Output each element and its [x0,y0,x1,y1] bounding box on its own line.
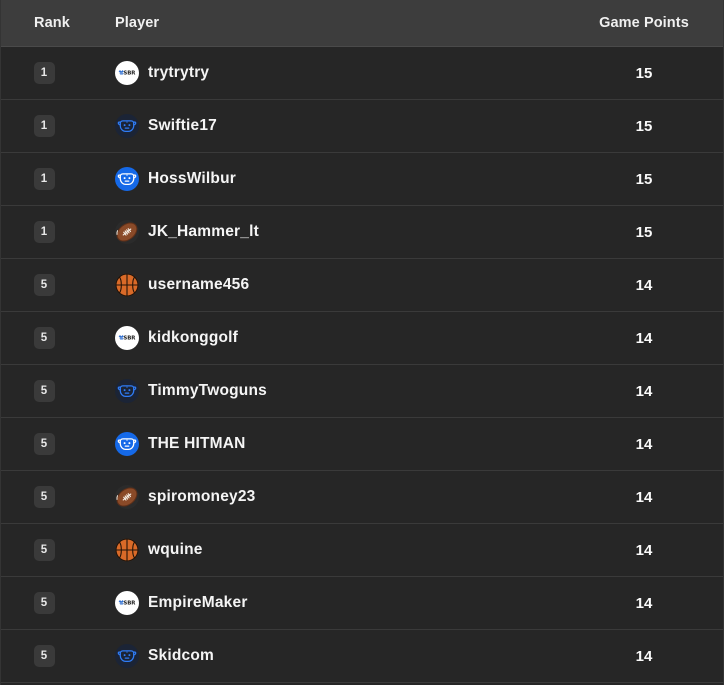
game-points-cell: 14 [635,329,653,347]
player-name[interactable]: wquine [148,541,203,558]
column-header-player: Player [115,15,160,31]
game-points-cell: 14 [635,488,653,506]
svg-text:SBR: SBR [123,335,136,341]
rank-cell: 1 [1,168,101,190]
rank-badge: 5 [33,645,55,667]
rank-badge: 1 [33,115,55,137]
rank-badge: 5 [33,274,55,296]
sbr-logo-icon: SBR [115,61,139,85]
game-points-cell: 15 [635,117,653,135]
player-cell: SBR EmpireMaker [101,591,573,615]
rank-cell: 5 [1,380,101,402]
rank-badge: 5 [33,380,55,402]
player-cell: HossWilbur [101,167,573,191]
rank-badge: 5 [33,486,55,508]
game-points-cell: 14 [635,435,653,453]
rank-badge: 1 [33,221,55,243]
rank-badge: 5 [33,433,55,455]
basketball-icon [115,273,139,297]
player-cell: SBR kidkonggolf [101,326,573,350]
rank-badge: 5 [33,327,55,349]
game-points-cell: 14 [635,382,653,400]
player-name[interactable]: Swiftie17 [148,117,217,134]
player-cell: wquine [101,538,573,562]
player-cell: username456 [101,273,573,297]
bull-dark-icon [115,379,139,403]
player-cell: Skidcom [101,644,573,668]
table-row[interactable]: 1 JK_Hammer_lt 15 [1,206,723,259]
player-name[interactable]: trytrytry [148,64,210,81]
table-row[interactable]: 5 SBR EmpireMaker 14 [1,577,723,630]
svg-text:SBR: SBR [123,600,136,606]
rank-cell: 5 [1,433,101,455]
rank-cell: 5 [1,274,101,296]
player-name[interactable]: JK_Hammer_lt [148,223,259,240]
table-row[interactable]: 1 Swiftie17 15 [1,100,723,153]
rank-cell: 1 [1,62,101,84]
game-points-cell: 14 [635,647,653,665]
table-row[interactable]: 5 TimmyTwoguns 14 [1,365,723,418]
bull-dark-icon [115,644,139,668]
game-points-cell: 14 [635,276,653,294]
player-name[interactable]: spiromoney23 [148,488,256,505]
column-header-game-points: Game Points [599,15,689,31]
table-row[interactable]: 5 username456 14 [1,259,723,312]
rank-cell: 1 [1,115,101,137]
game-points-cell: 14 [635,541,653,559]
rank-cell: 5 [1,592,101,614]
table-row[interactable]: 5 Skidcom 14 [1,630,723,683]
football-icon [115,485,139,509]
player-cell: JK_Hammer_lt [101,220,573,244]
rank-cell: 5 [1,486,101,508]
game-points-cell: 14 [635,594,653,612]
rank-cell: 5 [1,645,101,667]
bull-dark-icon [115,114,139,138]
player-name[interactable]: THE HITMAN [148,435,246,452]
player-cell: SBR trytrytry [101,61,573,85]
column-header-rank: Rank [34,15,70,31]
table-row[interactable]: 5 wquine 14 [1,524,723,577]
player-name[interactable]: HossWilbur [148,170,236,187]
player-name[interactable]: kidkonggolf [148,329,239,346]
table-row[interactable]: 5 SBR kidkonggolf 14 [1,312,723,365]
sbr-logo-icon: SBR [115,591,139,615]
table-row[interactable]: 5 THE HITMAN 14 [1,418,723,471]
table-row[interactable]: 1 SBR trytrytry 15 [1,47,723,100]
rank-cell: 5 [1,539,101,561]
bull-blue-icon [115,167,139,191]
rank-badge: 1 [33,62,55,84]
player-name[interactable]: EmpireMaker [148,594,248,611]
basketball-icon [115,538,139,562]
game-points-cell: 15 [635,170,653,188]
player-cell: THE HITMAN [101,432,573,456]
rank-cell: 5 [1,327,101,349]
rank-badge: 1 [33,168,55,190]
player-cell: TimmyTwoguns [101,379,573,403]
player-name[interactable]: TimmyTwoguns [148,382,267,399]
rank-badge: 5 [33,539,55,561]
rank-badge: 5 [33,592,55,614]
sbr-logo-icon: SBR [115,326,139,350]
player-name[interactable]: username456 [148,276,250,293]
table-header-row: Rank Player Game Points [1,0,723,47]
player-name[interactable]: Skidcom [148,647,215,664]
svg-text:SBR: SBR [123,70,136,76]
player-cell: Swiftie17 [101,114,573,138]
bull-blue-icon [115,432,139,456]
game-points-cell: 15 [635,223,653,241]
player-cell: spiromoney23 [101,485,573,509]
football-icon [115,220,139,244]
rank-cell: 1 [1,221,101,243]
table-row[interactable]: 1 HossWilbur 15 [1,153,723,206]
table-body: 1 SBR trytrytry 15 1 Swiftie17 15 1 HossWilbur 15… [1,47,723,683]
game-points-cell: 15 [635,64,653,82]
table-row[interactable]: 5 spiromoney23 14 [1,471,723,524]
